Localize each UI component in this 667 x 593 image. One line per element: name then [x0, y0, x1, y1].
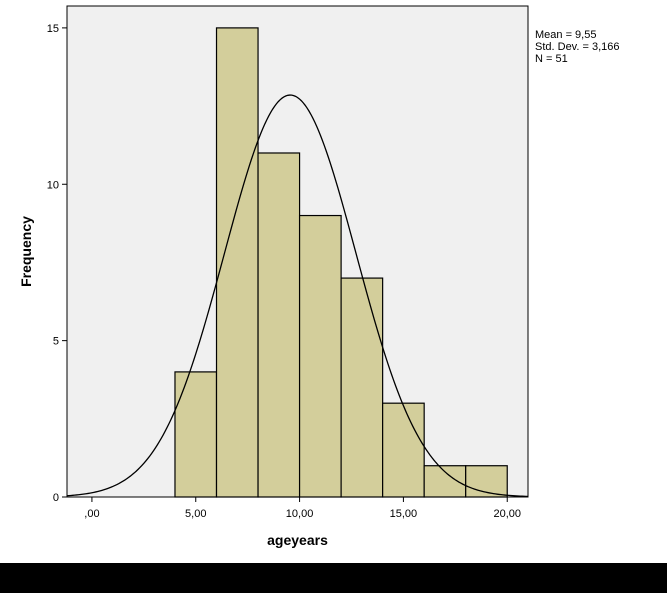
histogram-bar — [257, 152, 301, 498]
x-tick-label: 20,00 — [493, 508, 521, 520]
y-tick-label: 10 — [47, 179, 59, 191]
histogram-bar — [423, 465, 467, 498]
stats-std-dev: Std. Dev. = 3,166 — [535, 41, 620, 53]
axes-group: ,00 5,00 10,00 15,00 20,00 0 5 10 15 — [47, 6, 528, 520]
x-axis-title: ageyears — [267, 532, 328, 548]
y-tick-label: 5 — [53, 336, 59, 348]
histogram-bar — [340, 277, 384, 498]
x-tick-label: 5,00 — [185, 508, 206, 520]
x-tick-label: 15,00 — [390, 508, 418, 520]
x-tick-label: ,00 — [84, 508, 99, 520]
y-tick-label: 0 — [53, 492, 59, 504]
y-tick-label: 15 — [47, 23, 59, 35]
histogram-bar — [298, 214, 342, 498]
bottom-band — [0, 563, 667, 593]
stats-mean: Mean = 9,55 — [535, 29, 597, 41]
histogram-chart: ,00 5,00 10,00 15,00 20,00 0 5 10 15 ageyears Fr… — [18, 5, 529, 548]
histogram-bar — [215, 27, 259, 498]
histogram-bar — [174, 371, 218, 498]
bars-group — [174, 27, 508, 498]
normal-curve — [66, 94, 529, 498]
stats-legend: Mean = 9,55 Std. Dev. = 3,166 N = 51 — [535, 29, 620, 65]
histogram-bar — [382, 402, 425, 498]
stats-n: N = 51 — [535, 53, 568, 65]
x-tick-label: 10,00 — [286, 508, 314, 520]
y-axis-title: Frequency — [18, 216, 34, 287]
